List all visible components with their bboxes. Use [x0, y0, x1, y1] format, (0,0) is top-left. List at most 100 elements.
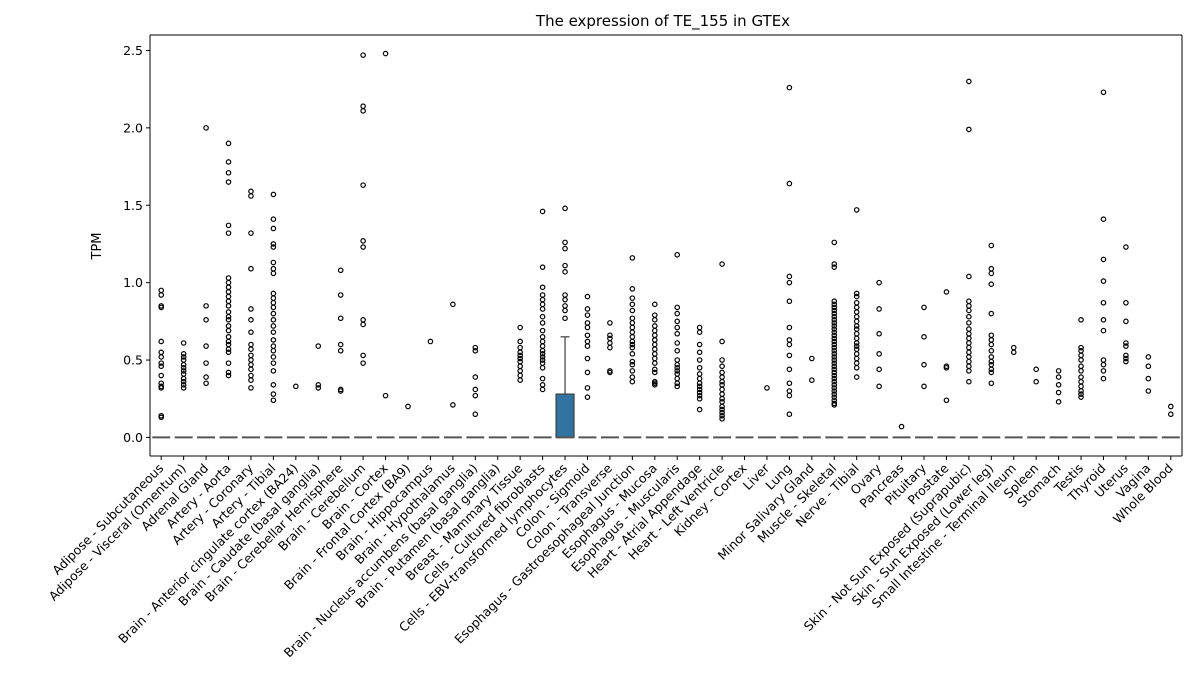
- flier-point: [629, 374, 636, 380]
- flier-point: [831, 382, 838, 388]
- flier-point: [248, 385, 254, 391]
- flier-point: [651, 341, 658, 348]
- flier-point: [988, 265, 995, 272]
- flier-point: [786, 388, 793, 394]
- flier-point: [405, 403, 411, 410]
- flier-point: [225, 298, 232, 305]
- flier-point: [988, 337, 995, 343]
- flier-point: [853, 309, 860, 315]
- flier-point: [1100, 216, 1107, 222]
- flier-point: [1055, 399, 1062, 405]
- flier-point: [203, 360, 209, 366]
- flier-point: [786, 84, 793, 91]
- flier-point: [225, 289, 232, 295]
- flier-point: [248, 372, 254, 379]
- flier-point: [360, 316, 366, 323]
- flier-point: [562, 296, 568, 303]
- flier-point: [674, 318, 681, 325]
- flier-point: [562, 315, 568, 322]
- flier-point: [270, 368, 277, 374]
- flier-point: [584, 320, 591, 326]
- y-tick-label: 1.0: [123, 275, 143, 290]
- flier-point: [966, 78, 972, 85]
- flier-point: [1145, 354, 1152, 360]
- flier-point: [674, 371, 681, 377]
- flier-point: [517, 355, 523, 362]
- flier-point: [539, 327, 546, 334]
- flier-point: [584, 312, 591, 318]
- flier-point: [180, 368, 187, 374]
- flier-point: [629, 358, 636, 365]
- flier-point: [203, 316, 209, 323]
- y-tick-label: 1.5: [123, 198, 143, 213]
- flier-point: [225, 309, 232, 315]
- flier-point: [1100, 299, 1107, 306]
- flier-point: [786, 337, 793, 343]
- flier-point: [1055, 389, 1062, 396]
- flier-point: [1123, 340, 1129, 346]
- flier-point: [696, 386, 703, 393]
- flier-point: [966, 363, 972, 370]
- flier-point: [853, 290, 860, 297]
- flier-point: [853, 351, 860, 357]
- flier-point: [270, 347, 277, 354]
- flier-point: [539, 292, 546, 298]
- flier-point: [1123, 355, 1129, 362]
- flier-point: [539, 382, 546, 388]
- flier-point: [966, 330, 972, 337]
- flier-point: [584, 394, 591, 400]
- flier-point: [988, 347, 995, 354]
- flier-point: [225, 341, 232, 348]
- flier-point: [651, 332, 658, 339]
- flier-point: [831, 326, 838, 332]
- flier-point: [539, 343, 546, 349]
- flier-point: [696, 380, 703, 387]
- flier-point: [270, 382, 277, 388]
- flier-point: [225, 222, 232, 229]
- flier-point: [1078, 391, 1084, 397]
- flier-point: [1123, 343, 1129, 349]
- flier-point: [270, 216, 277, 222]
- flier-point: [629, 361, 636, 368]
- flier-point: [1055, 382, 1062, 388]
- flier-point: [1078, 316, 1084, 323]
- flier-point: [831, 366, 838, 373]
- flier-point: [719, 357, 725, 363]
- flier-point: [539, 375, 546, 382]
- flier-point: [270, 329, 277, 335]
- flier-point: [203, 374, 209, 380]
- flier-point: [360, 321, 366, 328]
- flier-point: [651, 360, 658, 366]
- flier-point: [539, 364, 546, 371]
- flier-point: [786, 392, 793, 399]
- flier-point: [651, 312, 658, 318]
- flier-point: [1055, 368, 1062, 374]
- flier-point: [584, 369, 591, 376]
- flier-point: [988, 354, 995, 360]
- flier-point: [988, 366, 995, 373]
- flier-point: [248, 193, 254, 199]
- flier-point: [831, 264, 838, 270]
- flier-point: [517, 338, 523, 345]
- flier-point: [337, 292, 344, 298]
- flier-point: [248, 306, 254, 312]
- flier-point: [853, 299, 860, 306]
- flier-point: [1033, 366, 1039, 373]
- flier-point: [225, 327, 232, 334]
- flier-point: [831, 351, 838, 357]
- flier-point: [539, 264, 546, 270]
- flier-point: [831, 341, 838, 348]
- flier-point: [158, 354, 165, 360]
- flier-point: [696, 395, 703, 402]
- y-tick-label: 2.0: [123, 120, 143, 135]
- flier-point: [584, 293, 591, 300]
- flier-point: [719, 399, 725, 405]
- flier-point: [1078, 368, 1084, 374]
- flier-point: [696, 357, 703, 363]
- flier-point: [248, 366, 254, 373]
- flier-point: [584, 332, 591, 339]
- flier-point: [831, 363, 838, 370]
- flier-point: [831, 310, 838, 317]
- flier-point: [651, 355, 658, 362]
- flier-point: [966, 358, 972, 365]
